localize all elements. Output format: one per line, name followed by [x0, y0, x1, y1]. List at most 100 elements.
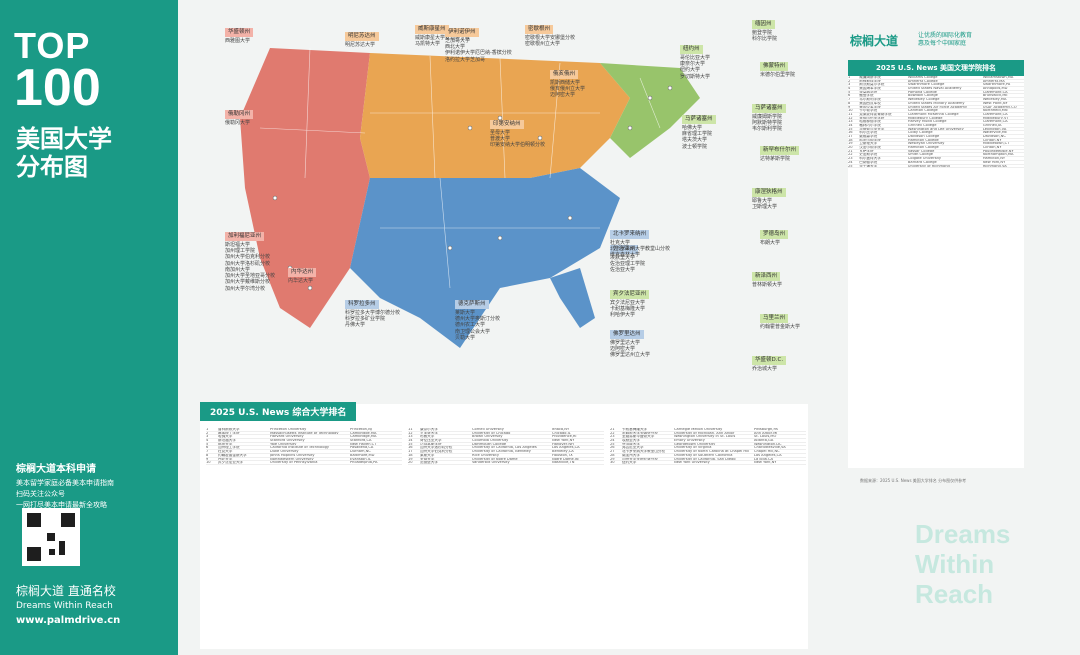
state-label: 新泽西州 普林斯顿大学 [752, 272, 782, 288]
qr-code-icon[interactable] [22, 508, 80, 566]
table-cell: Wellesley,MA [982, 98, 1007, 101]
state-label: 华盛顿州 西雅图大学 [225, 28, 254, 44]
table-row: 9 美国空军学院 United States Air Force Academy US… [848, 106, 1024, 110]
table-cell: Yale University [270, 442, 297, 446]
state-name: 华盛顿州 [225, 28, 254, 37]
table-cell: Northampton,MA [982, 153, 1014, 157]
table-cell: Claremont,CA [982, 120, 1008, 123]
table-row: 28 南加州大学 University of Southern California… [610, 454, 806, 458]
table-row: 12 米德尔伯里学院 Middlebury College Middlebury,VT [848, 117, 1024, 121]
promo-block: 棕榈大道本科申请 美本留学家庭必备美本申请指南 扫码关注公众号 一网打尽美本申请… [16, 462, 166, 512]
table-cell: 24 [610, 439, 615, 442]
table-cell: 科尔盖特大学 [859, 157, 881, 160]
table-cell: 美国空军学院 [859, 105, 881, 109]
table-cell: Chicago,IL [552, 431, 571, 435]
table-cell: 莱斯大学 [420, 453, 435, 457]
university-name: 芝加哥大学 [445, 37, 471, 44]
university-name: 科罗拉多矿业学院 [345, 316, 386, 323]
university-name: 加州大学洛杉矶分校 [225, 260, 271, 267]
state-label: 罗德岛州 布朗大学 [760, 230, 789, 246]
state-name: 俄勒冈州 [225, 110, 254, 119]
table-row: 8 美国西点军校 United States Military Academy Wes… [848, 102, 1024, 106]
table-cell: 1 [848, 76, 851, 79]
table-row: 22 密歇根大学安娜堡分校 University of Michigan, Ann … [610, 432, 806, 436]
state-name: 新罕布什尔州 [760, 146, 800, 155]
table-row: 18 哈密尔顿学院 Hamilton College Clinton,NY [848, 139, 1024, 143]
promo-line-1: 美本留学家庭必备美本申请指南 [16, 479, 114, 487]
table-cell: 9 [206, 457, 209, 461]
table-cell: 西北大学 [218, 457, 233, 461]
footnote: 数据来源：2025 U.S. News 美国大学排名 分布图仅供参考 [860, 478, 967, 483]
state-name: 科罗拉多州 [345, 300, 379, 309]
table-cell: 29 [610, 457, 615, 461]
table-cell: 23 [610, 435, 615, 439]
table-cell: University of Virginia [674, 446, 712, 450]
table-row: 18 莱斯大学 Rice University Houston,TX [408, 454, 604, 458]
table-cell: Nashville,TN [552, 461, 575, 464]
university-name: 维克森林大学 [610, 252, 641, 259]
region-west [240, 48, 370, 328]
table-cell: 2 [206, 431, 209, 435]
table-cell: USAF Academy,CO [982, 105, 1017, 109]
university-name: 佐治亚大学 [610, 267, 636, 274]
table-cell: Charlottesville,VA [754, 446, 786, 450]
table-cell: 3 [848, 83, 851, 87]
table-cell: 6 [848, 94, 851, 98]
table-row: 24 埃默里大学 Emory University Atlanta,GA [610, 439, 806, 443]
university-name: 北卡罗来纳大学教堂山分校 [610, 246, 671, 253]
university-name: 埃默里大学 [610, 254, 636, 261]
table-row: 7 韦尔斯利学院 Wellesley College Wellesley,MA [848, 98, 1024, 102]
table-row: 11 康奈尔大学 Cornell University Ithaca,NY [408, 428, 604, 432]
state-name: 马萨诸塞州 [752, 104, 786, 113]
university-name: 伊利诺伊大学厄巴纳-香槟分校 [445, 50, 512, 57]
table-cell: University of Southern California [674, 453, 733, 457]
table-cell: 卡耐基梅隆大学 [622, 428, 648, 431]
university-name: 约翰霍普金斯大学 [760, 323, 801, 330]
table-row: 10 宾夕法尼亚大学 University of Pennsylvania Phila… [206, 461, 402, 465]
table-cell: University of California, San Diego [674, 457, 736, 461]
table-cell: Poughkeepsie,NY [982, 149, 1014, 153]
table-cell: 克莱蒙特麦肯纳学院 [859, 112, 892, 116]
slogan-line-1: 让优质的国际化教育 [918, 32, 973, 39]
table-cell: 19 [408, 457, 413, 461]
table-cell: Hanover,NH [552, 442, 574, 446]
table-row: 5 耶鲁大学 Yale University New Haven,CT [206, 443, 402, 447]
state-name: 北卡罗来纳州 [610, 230, 650, 239]
table-row: 20 范德堡大学 Vanderbilt University Nashville,TN [408, 461, 604, 465]
table-cell: Middlebury,VT [982, 116, 1009, 120]
table-cell: California Institute of Technology [270, 446, 330, 450]
table-row: 20 汉密尔顿学院 Hamilton College Clinton,NY [848, 146, 1024, 150]
university-name: 莱斯大学 [455, 309, 476, 316]
table-cell: Hamilton College [907, 138, 939, 142]
table-cell: 加州大学圣地亚哥分校 [622, 457, 658, 461]
table-cell: 5 [206, 442, 209, 446]
table-cell: Pasadena,CA [350, 446, 374, 450]
table-row: 21 瓦萨学院 Vassar College Poughkeepsie,NY [848, 150, 1024, 154]
table-cell: 4 [206, 439, 209, 442]
table-cell: Baltimore,MD [350, 453, 375, 457]
table-cell: 弗吉尼亚大学 [622, 446, 644, 450]
table-cell: 20 [408, 461, 413, 464]
table-row: 19 卫斯理大学 Wesleyan University Middletown,CT [848, 142, 1024, 147]
table-cell: Claremont McKenna College [907, 112, 959, 116]
university-name: 耶鲁大学 [752, 197, 773, 204]
table-cell: 14 [848, 123, 853, 127]
table-cell: Georgetown University [674, 442, 716, 446]
dream-line-2: Within [915, 548, 995, 579]
state-name: 伊利诺伊州 [445, 28, 479, 37]
table-cell: 布朗大学 [420, 435, 435, 439]
table-cell: 科尔比学院 [859, 131, 878, 134]
university-name: 明尼苏达大学 [345, 41, 376, 48]
website-link[interactable]: www.palmdrive.cn [16, 615, 121, 626]
table-cell: 20 [848, 146, 853, 149]
university-name: 西雅图大学 [225, 37, 251, 44]
table-cell: Colby College [907, 131, 933, 134]
table-cell: 芝加哥大学 [420, 431, 438, 435]
university-name: 南卫理公会大学 [455, 328, 491, 335]
table-row: 13 哈维穆德学院 Harvey Mudd College Claremont,CA [848, 120, 1024, 124]
table-cell: University of Notre Dame [472, 457, 518, 461]
state-label: 北卡罗来纳州 杜克大学 北卡罗来纳大学教堂山分校 维克森林大学 [610, 230, 670, 259]
table-cell: 麻省理工学院 [218, 431, 240, 435]
state-label: 俄勒冈州 俄勒冈大学 [225, 110, 254, 126]
table-cell: 加州理工学院 [218, 446, 240, 450]
